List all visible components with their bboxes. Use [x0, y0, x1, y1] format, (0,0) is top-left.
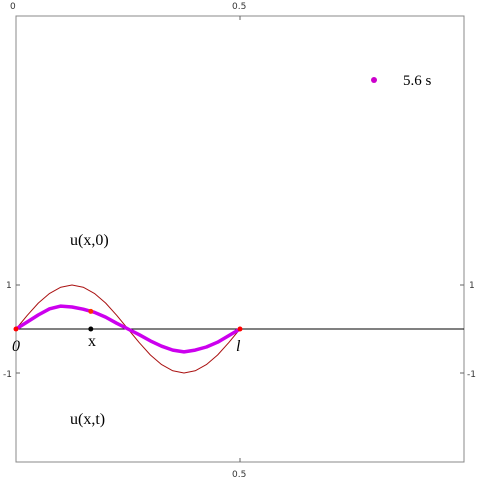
- curves-group: [15, 284, 241, 374]
- legend-time-label: 5.6 s: [403, 73, 432, 89]
- tracker-point: [88, 308, 94, 314]
- endpoint-point-1: [237, 326, 243, 332]
- legend-marker: [371, 77, 377, 83]
- origin-label: 0: [12, 338, 20, 355]
- series-line-current: [15, 304, 241, 354]
- endpoint-point-0: [13, 326, 19, 332]
- plot-frame: [15, 15, 465, 463]
- y-tick-label-right-pos: 1: [469, 281, 475, 291]
- x-tick-label-bottom-half: 0.5: [232, 470, 246, 480]
- x-tick-label-top-0: 0: [10, 2, 16, 12]
- x-position-marker: [88, 326, 94, 332]
- initial-shape-label: u(x,0): [70, 232, 109, 249]
- y-tick-label-left-neg: -1: [3, 370, 12, 380]
- x-tick-label-top-half: 0.5: [232, 2, 246, 12]
- y-tick-label-right-neg: -1: [467, 370, 476, 380]
- x-label: x: [88, 333, 96, 350]
- end-label: l: [236, 338, 241, 355]
- current-shape-label: u(x,t): [70, 411, 105, 428]
- y-tick-label-left-pos: 1: [6, 281, 12, 291]
- points-group: [13, 308, 243, 332]
